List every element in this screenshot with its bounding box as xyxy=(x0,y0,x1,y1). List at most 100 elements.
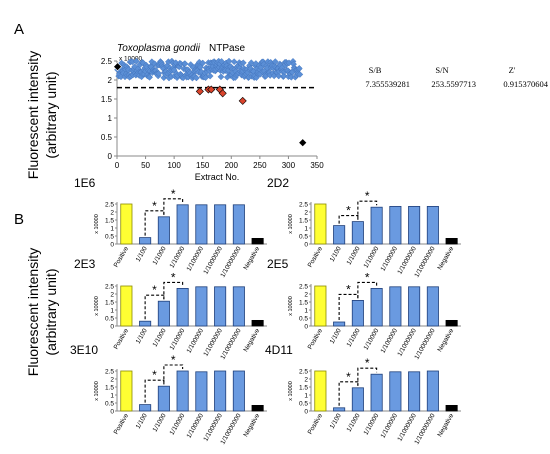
bar xyxy=(389,286,402,327)
bar-category-label: 1/10000 xyxy=(363,412,381,436)
bar-y-tick-label: 2.5 xyxy=(105,369,114,376)
bar-y-tick-label: 2.5 xyxy=(299,369,308,376)
stats-table: S/B S/N Z' 7.355539281 253.5597713 0.915… xyxy=(365,65,548,89)
bar xyxy=(139,404,152,412)
bar-chart-title: 3E10 xyxy=(70,343,98,357)
bar-y-multiplier: x 10000 xyxy=(94,296,100,316)
bar-y-tick-label: 1.5 xyxy=(105,218,114,225)
scatter-x-tick-label: 0 xyxy=(115,161,120,170)
bar-y-tick-label: 2.5 xyxy=(105,284,114,291)
sample-point xyxy=(199,59,207,67)
bar-category-label: Negative xyxy=(242,412,261,438)
bar-chart-title: 4D11 xyxy=(265,343,293,357)
bar-y-tick-label: 0 xyxy=(110,324,114,331)
significance-star: * xyxy=(365,356,370,370)
bar xyxy=(232,204,245,245)
bar xyxy=(176,370,189,412)
significance-star: * xyxy=(365,270,370,284)
bar xyxy=(408,205,421,245)
bar xyxy=(333,407,346,412)
scatter-x-tick-label: 300 xyxy=(282,161,296,170)
bar-y-tick-label: 0 xyxy=(304,409,308,416)
bar xyxy=(351,221,364,245)
bar-y-tick-label: 1.5 xyxy=(105,300,114,307)
bar-category-label: Negative xyxy=(242,327,261,353)
bar xyxy=(426,286,439,327)
bar xyxy=(445,404,458,412)
stats-header-sb: S/B xyxy=(369,65,382,75)
bar-y-multiplier: x 10000 xyxy=(288,214,294,234)
scatter-y-tick-label: 2.5 xyxy=(101,57,113,66)
bar-y-tick-label: 0.5 xyxy=(299,234,308,241)
bar-category-label: 1/100000 xyxy=(379,327,399,354)
bar-category-label: 1/100 xyxy=(135,327,149,345)
bar xyxy=(389,371,402,412)
bar-y-tick-label: 0 xyxy=(110,409,114,416)
bar-category-label: Negative xyxy=(436,327,455,353)
bar xyxy=(120,285,133,327)
bar-category-label: 1/100000 xyxy=(185,412,205,439)
stats-header-z: Z' xyxy=(509,65,516,75)
bar xyxy=(139,320,152,327)
bar-category-label: Positive xyxy=(113,327,131,351)
scatter-x-tick-label: 50 xyxy=(141,161,150,170)
significance-bracket xyxy=(144,379,165,403)
panel-b-label: B xyxy=(14,211,24,228)
bar-category-label: 1/10000 xyxy=(363,327,381,351)
significance-bracket xyxy=(338,215,359,224)
sample-point xyxy=(217,73,225,81)
bar-y-tick-label: 0.5 xyxy=(299,316,308,323)
significance-star: * xyxy=(171,187,176,201)
hit-point xyxy=(218,89,227,98)
bar-y-tick-label: 1.5 xyxy=(299,218,308,225)
bar xyxy=(251,404,264,412)
bar xyxy=(370,287,383,327)
bar-category-label: 1/100000 xyxy=(379,412,399,439)
bar-category-label: 1/1000 xyxy=(152,327,168,348)
bar-category-label: 1/1000 xyxy=(152,412,168,433)
significance-star: * xyxy=(346,370,351,384)
bar xyxy=(408,371,421,412)
sample-point xyxy=(295,64,303,72)
bar-y-multiplier: x 10000 xyxy=(94,214,100,234)
bar-y-tick-label: 2 xyxy=(110,210,114,217)
sample-point xyxy=(155,70,163,77)
bar-category-label: 1/1000 xyxy=(152,245,168,266)
significance-star: * xyxy=(365,189,370,203)
bar xyxy=(157,385,170,412)
bar xyxy=(139,237,152,245)
bar-y-tick-label: 2 xyxy=(304,377,308,384)
bar xyxy=(351,387,364,412)
bar xyxy=(314,370,327,412)
bar xyxy=(232,286,245,327)
bar-category-label: 1/1000 xyxy=(346,245,362,266)
bar-y-multiplier: x 10000 xyxy=(94,381,100,401)
scatter-x-tick-label: 350 xyxy=(310,161,324,170)
sample-point xyxy=(206,72,214,80)
sample-point xyxy=(133,57,140,65)
sample-point xyxy=(275,72,283,80)
scatter-title-suffix: NTPase xyxy=(209,43,246,54)
bar xyxy=(333,225,346,245)
bar-category-label: 1/1000 xyxy=(346,327,362,348)
bar xyxy=(314,285,327,327)
bar xyxy=(157,300,170,327)
bar-y-tick-label: 2 xyxy=(304,292,308,299)
sample-points xyxy=(114,57,304,82)
bar-y-multiplier: x 10000 xyxy=(288,381,294,401)
bar xyxy=(195,204,208,245)
bar-y-tick-label: 1 xyxy=(304,308,308,315)
bar xyxy=(232,370,245,412)
stats-value-sb: 7.355539281 xyxy=(365,79,410,89)
bar-y-tick-label: 1 xyxy=(304,393,308,400)
bar-category-label: Negative xyxy=(436,245,455,271)
significance-bracket xyxy=(163,198,184,215)
bar xyxy=(333,321,346,327)
stats-header-sn: S/N xyxy=(435,65,448,75)
